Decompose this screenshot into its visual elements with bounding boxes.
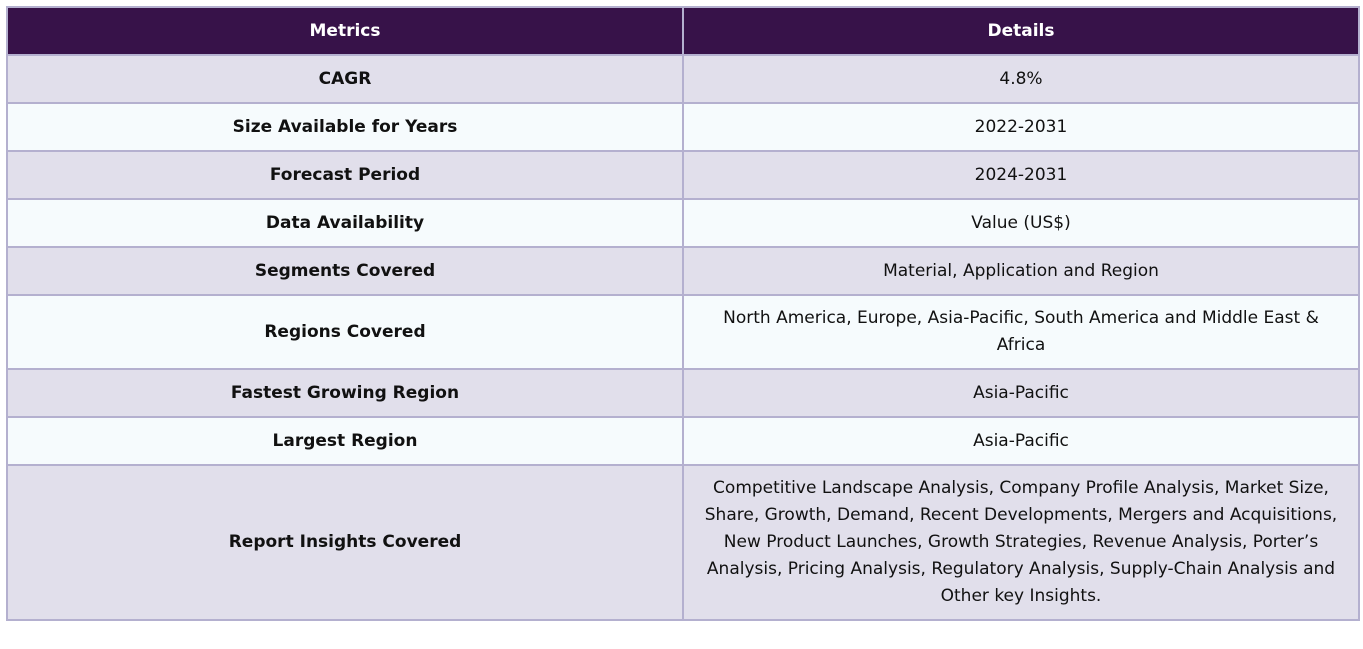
detail-cell: Asia-Pacific xyxy=(682,368,1360,418)
table-row: Forecast Period 2024-2031 xyxy=(6,150,1360,200)
detail-cell: Competitive Landscape Analysis, Company … xyxy=(682,464,1360,621)
table-row: Regions Covered North America, Europe, A… xyxy=(6,294,1360,370)
table-row: Segments Covered Material, Application a… xyxy=(6,246,1360,296)
detail-cell: 2022-2031 xyxy=(682,102,1360,152)
metric-cell: Fastest Growing Region xyxy=(6,368,684,418)
table-header: Metrics Details xyxy=(6,6,1360,56)
detail-cell: Value (US$) xyxy=(682,198,1360,248)
metric-cell: Regions Covered xyxy=(6,294,684,370)
header-row: Metrics Details xyxy=(6,6,1360,56)
detail-cell: 2024-2031 xyxy=(682,150,1360,200)
detail-cell: North America, Europe, Asia-Pacific, Sou… xyxy=(682,294,1360,370)
metric-cell: Report Insights Covered xyxy=(6,464,684,621)
metric-cell: Data Availability xyxy=(6,198,684,248)
table-row: Largest Region Asia-Pacific xyxy=(6,416,1360,466)
detail-cell: Material, Application and Region xyxy=(682,246,1360,296)
detail-cell: 4.8% xyxy=(682,54,1360,104)
metric-cell: Largest Region xyxy=(6,416,684,466)
metric-cell: CAGR xyxy=(6,54,684,104)
table-row: Data Availability Value (US$) xyxy=(6,198,1360,248)
table-body: CAGR 4.8% Size Available for Years 2022-… xyxy=(6,54,1360,621)
table-row: Report Insights Covered Competitive Land… xyxy=(6,464,1360,621)
report-summary-container: Metrics Details CAGR 4.8% Size Available… xyxy=(6,6,1360,621)
header-details: Details xyxy=(682,6,1360,56)
detail-cell: Asia-Pacific xyxy=(682,416,1360,466)
metric-cell: Segments Covered xyxy=(6,246,684,296)
header-metrics: Metrics xyxy=(6,6,684,56)
metric-cell: Size Available for Years xyxy=(6,102,684,152)
report-metrics-table: Metrics Details CAGR 4.8% Size Available… xyxy=(6,6,1360,621)
table-row: Fastest Growing Region Asia-Pacific xyxy=(6,368,1360,418)
table-row: CAGR 4.8% xyxy=(6,54,1360,104)
metric-cell: Forecast Period xyxy=(6,150,684,200)
table-row: Size Available for Years 2022-2031 xyxy=(6,102,1360,152)
